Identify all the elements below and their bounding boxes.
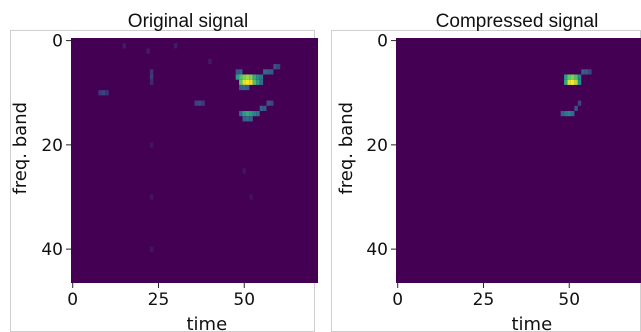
heatmap-cell (577, 79, 582, 85)
x-axis-label: time (187, 314, 228, 332)
heatmap-background (71, 38, 318, 283)
heatmap-original: 0 25 50 0 20 40 Original signal time freq. band (10, 11, 318, 332)
x-tick-label: 50 (558, 290, 580, 310)
heatmap-cell (249, 74, 253, 80)
heatmap-cell (149, 69, 154, 75)
heatmap-cell (122, 43, 126, 49)
heatmap-cell (242, 116, 246, 122)
heatmap-cell (269, 100, 274, 106)
chart-title: Original signal (128, 11, 248, 32)
heatmap-cell (564, 110, 568, 117)
heatmap-cell (235, 74, 240, 80)
heatmap-cell (249, 116, 253, 122)
y-axis-label: freq. band (336, 102, 357, 195)
heatmap-cell (256, 110, 260, 117)
heatmap-cell (194, 100, 198, 106)
heatmap-cell (564, 74, 568, 80)
heatmap-cell (242, 79, 246, 85)
heatmap-cell (242, 84, 246, 91)
y-tick-label: 40 (366, 240, 388, 260)
heatmap-cell (197, 100, 202, 106)
heatmap-cell (242, 74, 246, 80)
y-tick-label: 20 (366, 136, 388, 156)
heatmap-cell (577, 100, 582, 106)
heatmap-cell (570, 79, 575, 85)
heatmap-cell (249, 79, 253, 85)
heatmap-cell (567, 74, 571, 80)
heatmap-cell (570, 110, 575, 117)
heatmap-cell (105, 90, 109, 96)
y-tick-label: 0 (52, 32, 63, 52)
heatmap-cell (149, 246, 154, 252)
heatmap-cell (256, 74, 260, 80)
x-tick-label: 0 (392, 290, 403, 310)
heatmap-cell (149, 194, 154, 200)
heatmap-cell (208, 58, 212, 65)
heatmap-cell (259, 79, 264, 85)
heatmap-cell (588, 69, 592, 75)
heatmap-cell (570, 74, 575, 80)
heatmap-cell (235, 69, 240, 75)
heatmap-cell (263, 69, 267, 75)
heatmap-cell (252, 74, 257, 80)
heatmap-cell (245, 110, 250, 117)
heatmap-cell (249, 110, 253, 117)
heatmap-cell (146, 48, 150, 54)
heatmap-cell (201, 100, 205, 106)
heatmap-cell (239, 84, 243, 91)
heatmap-cell (98, 90, 102, 96)
heatmap-cell (266, 100, 270, 106)
heatmap-cell (245, 79, 250, 85)
x-axis-label: time (512, 314, 553, 332)
heatmap-cell (239, 110, 243, 117)
heatmap-cell (173, 43, 178, 49)
heatmap-cell (263, 105, 267, 111)
heatmap-cell (245, 116, 250, 122)
heatmap-cell (252, 79, 257, 85)
y-axis-label: freq. band (10, 102, 31, 195)
chart-title: Compressed signal (436, 11, 599, 32)
heatmap-cell (252, 110, 257, 117)
heatmap-cell (249, 194, 253, 200)
x-tick-label: 50 (233, 290, 255, 310)
x-tick-label: 0 (67, 290, 78, 310)
heatmap-cell (567, 110, 571, 117)
heatmap-cell (574, 74, 578, 80)
heatmap-cell (239, 79, 243, 85)
heatmap-cell (242, 110, 246, 117)
heatmap-cell (149, 74, 154, 80)
x-tick-label: 25 (148, 290, 170, 310)
heatmap-compressed: 0 25 50 0 20 40 Compressed signal time freq. ban… (336, 11, 641, 332)
heatmap-cell (239, 74, 243, 80)
heatmap-cell (276, 64, 281, 70)
heatmap-cell (574, 79, 578, 85)
heatmap-cell (567, 79, 571, 85)
heatmap-cell (564, 79, 568, 85)
heatmap-cell (149, 79, 154, 85)
heatmap-cell (581, 69, 585, 75)
heatmap-cell (269, 69, 274, 75)
heatmap-cell (245, 74, 250, 80)
heatmap-cell (584, 69, 589, 75)
y-tick-label: 0 (377, 32, 388, 52)
x-tick-label: 25 (473, 290, 495, 310)
heatmap-cell (574, 105, 578, 111)
heatmap-cell (245, 84, 250, 91)
heatmap-cell (560, 110, 565, 117)
heatmap-cell (259, 74, 264, 80)
y-tick-label: 40 (41, 240, 63, 260)
heatmap-cell (266, 69, 270, 75)
heatmap-cell (259, 105, 264, 111)
heatmap-background (396, 38, 641, 283)
heatmap-cell (242, 168, 246, 174)
heatmap-cell (256, 79, 260, 85)
y-tick-label: 20 (41, 136, 63, 156)
heatmap-cell (239, 69, 243, 75)
heatmap-cell (273, 64, 277, 70)
heatmap-cell (149, 142, 154, 148)
heatmap-cell (577, 74, 582, 80)
heatmap-cell (101, 90, 106, 96)
